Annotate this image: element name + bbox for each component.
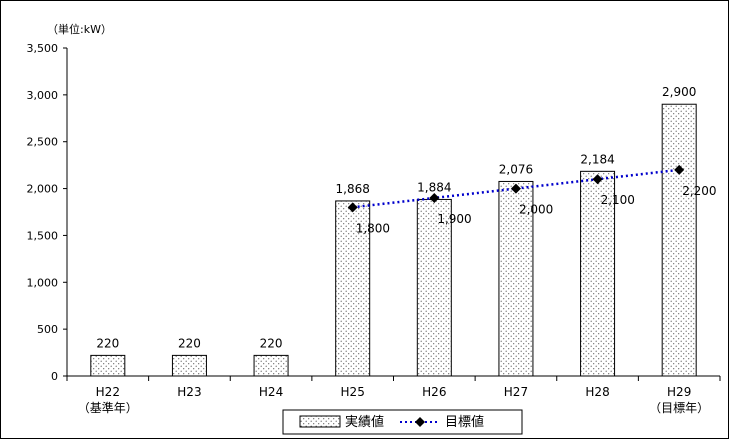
bar-actual [335,200,371,377]
y-tick-label: 0 [51,370,58,383]
x-tick-label: H23 [177,385,201,399]
bar-value-label: 2,900 [662,85,696,99]
bar-value-label: 2,076 [499,162,533,176]
y-tick-label: 1,000 [27,276,59,289]
x-tick-sublabel: （基準年） [78,400,138,415]
target-value-label: 2,100 [601,193,635,207]
legend-label-target: 目標値 [445,414,484,430]
legend-marker-target [415,417,425,427]
bar-actual [498,180,534,377]
x-tick-label: H26 [422,385,446,399]
target-value-label: 2,200 [682,184,716,198]
unit-label: （単位:kW） [47,22,112,36]
bar-value-label: 220 [178,336,201,350]
bar-actual [90,354,126,377]
bar-value-label: 220 [96,336,119,350]
target-value-label: 1,900 [437,212,471,226]
bar-actual [661,103,697,377]
target-marker [510,183,521,194]
bar-actual [253,354,289,377]
bar-value-label: 1,868 [336,182,370,196]
legend-swatch-actual [299,415,341,428]
y-tick-label: 2,000 [27,183,59,196]
bar-value-label: 1,884 [417,180,451,194]
y-tick-label: 1,500 [27,229,59,242]
target-marker [429,192,440,203]
bar-value-label: 220 [260,336,283,350]
target-marker [592,174,603,185]
x-tick-label: H28 [585,385,609,399]
bar-actual [171,354,207,377]
x-tick-label: H22 [96,385,120,399]
y-tick-label: 500 [37,323,58,336]
y-tick-label: 3,500 [27,42,59,55]
legend-label-actual: 実績値 [345,414,384,430]
x-tick-label: H24 [259,385,283,399]
x-tick-label: H27 [504,385,528,399]
y-tick-label: 2,500 [27,136,59,149]
x-tick-label: H29 [667,385,691,399]
target-marker [347,202,358,213]
target-value-label: 1,800 [356,221,390,235]
target-value-label: 2,000 [519,203,553,217]
bar-value-label: 2,184 [580,152,614,166]
target-marker [674,164,685,175]
legend: 実績値 目標値 [282,409,523,435]
y-tick-label: 3,000 [27,89,59,102]
x-tick-label: H25 [341,385,365,399]
x-tick-sublabel: （目標年） [649,401,709,415]
